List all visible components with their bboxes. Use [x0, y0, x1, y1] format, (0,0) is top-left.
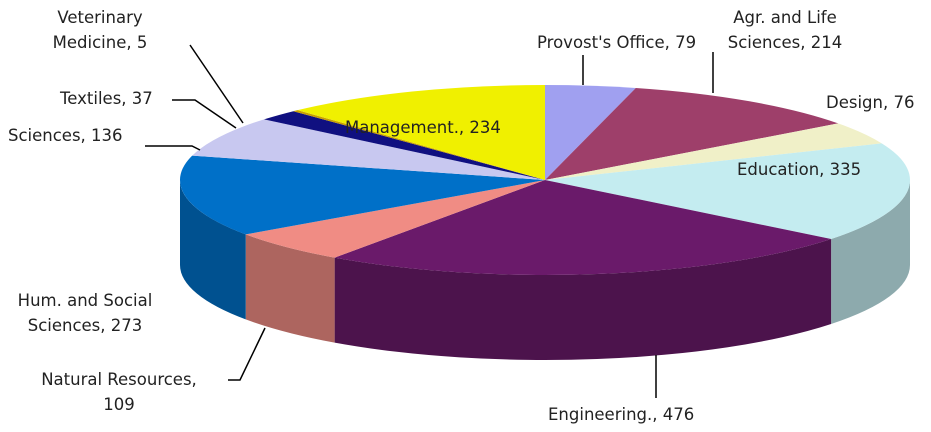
- slice: [334, 180, 832, 275]
- data-label: Veterinary Medicine, 5: [52, 8, 148, 52]
- slice: [545, 87, 839, 180]
- slice: [293, 110, 545, 180]
- pie-top: [179, 85, 910, 275]
- slice: [545, 143, 910, 239]
- data-label: Design, 76: [826, 93, 915, 112]
- slice: [297, 85, 545, 180]
- leader-line: [172, 99, 237, 129]
- leader-lines: [145, 44, 714, 398]
- leader-line: [145, 145, 201, 151]
- slice: [192, 119, 545, 180]
- slice: [545, 85, 636, 180]
- data-label: Education, 335: [737, 160, 862, 179]
- data-label: Provost's Office, 79: [537, 33, 697, 52]
- data-label: Natural Resources, 109: [41, 370, 197, 414]
- data-label: Textiles, 37: [60, 89, 153, 108]
- leader-line: [228, 327, 266, 381]
- slice: [264, 111, 545, 180]
- data-label: Hum. and Social Sciences, 273: [17, 291, 153, 335]
- slice: [245, 180, 545, 258]
- data-label: Agr. and Life Sciences, 214: [727, 8, 843, 52]
- slice: [179, 155, 545, 235]
- slice-side: [334, 238, 832, 361]
- data-label: Sciences, 136: [8, 126, 123, 145]
- slice-side: [180, 180, 246, 320]
- data-label: Engineering., 476: [548, 405, 695, 424]
- slice-side: [831, 180, 910, 324]
- slice-side: [245, 234, 335, 343]
- leader-line: [189, 44, 244, 124]
- pie-sides: [180, 180, 910, 361]
- data-label: Management., 234: [345, 118, 501, 137]
- slice: [545, 123, 882, 180]
